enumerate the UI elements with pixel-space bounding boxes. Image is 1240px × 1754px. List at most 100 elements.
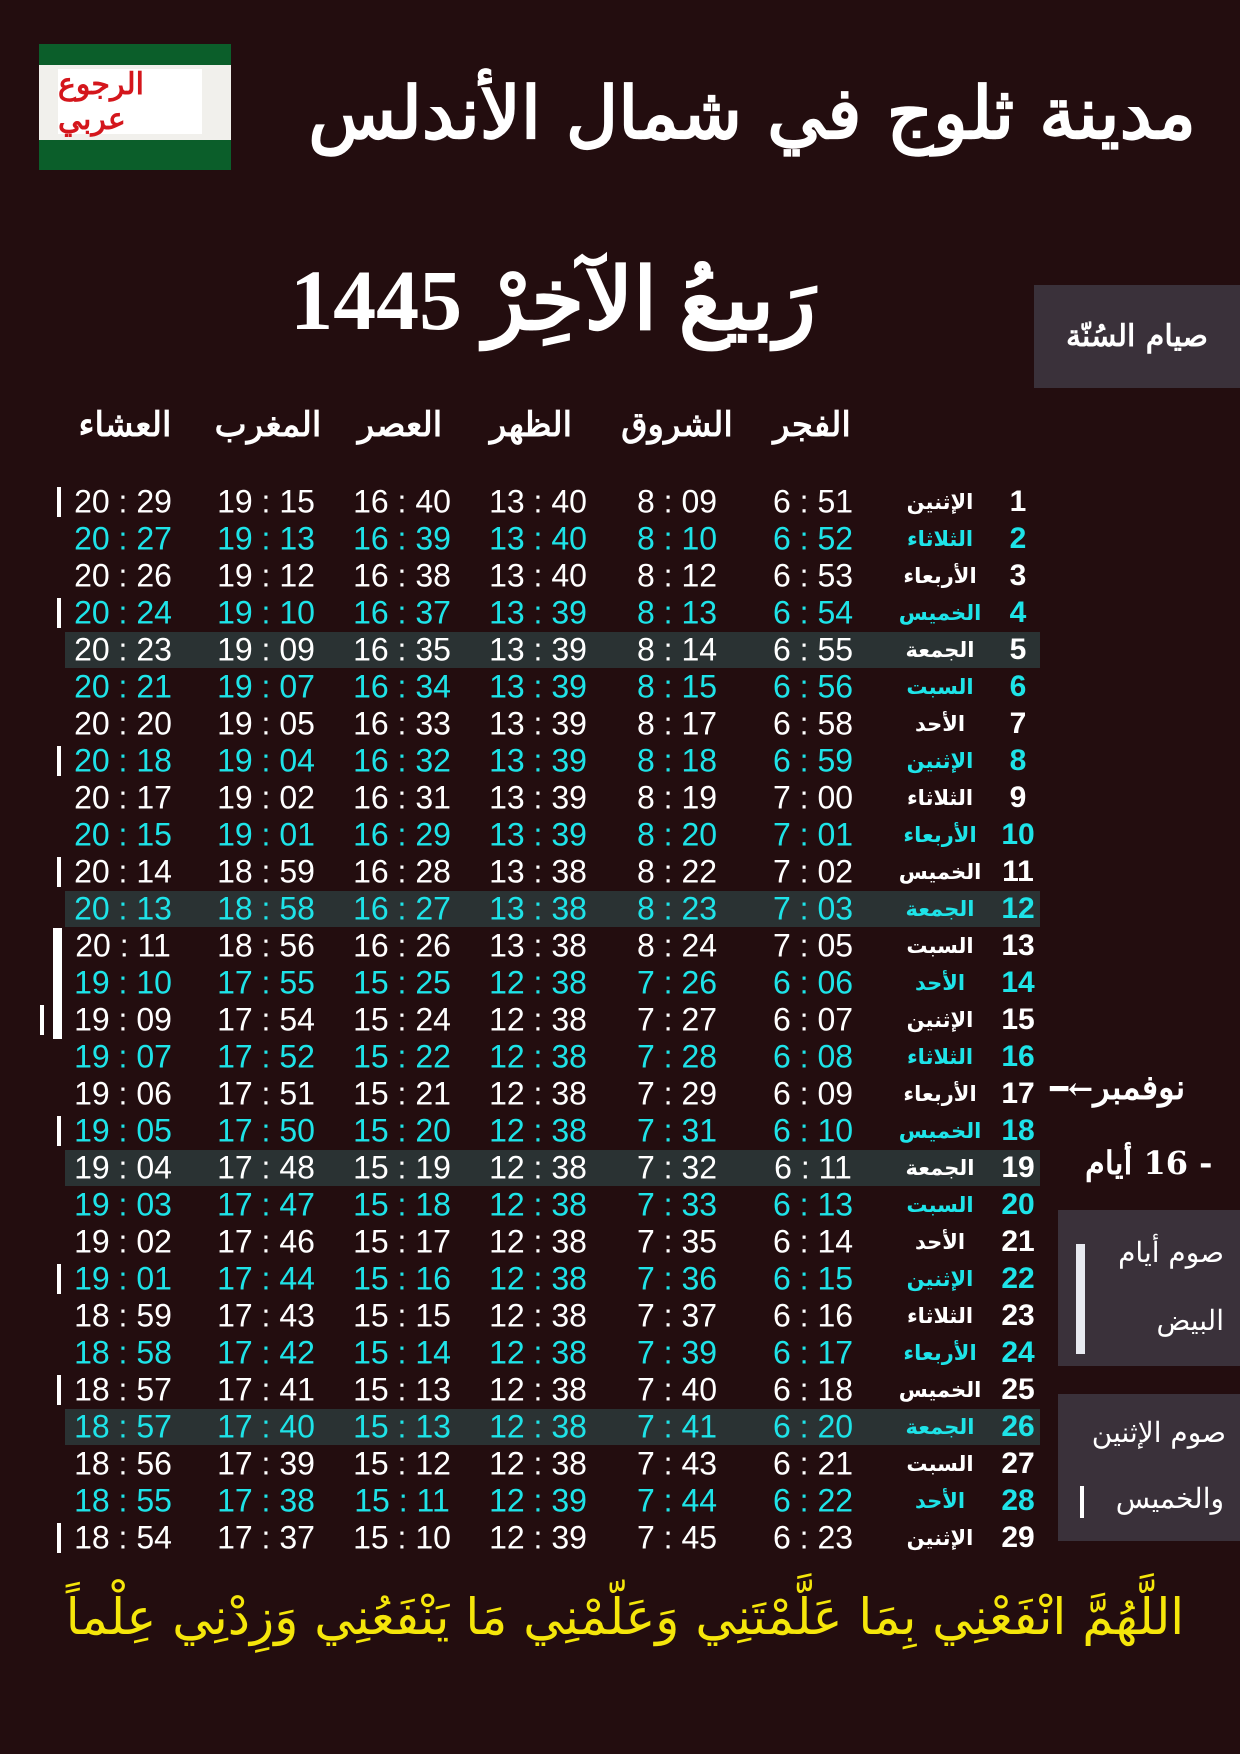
day-number: 29 — [1001, 1521, 1035, 1554]
day-number: 12 — [1001, 892, 1035, 925]
day-number: 22 — [1001, 1262, 1035, 1295]
dhuhr-time: 13 : 40 — [489, 557, 587, 594]
day-name: الإثنين — [906, 1267, 974, 1291]
asr-time: 16 : 39 — [353, 520, 451, 557]
day-number: 8 — [1009, 744, 1027, 777]
dhuhr-time: 12 : 38 — [489, 1408, 587, 1445]
dhuhr-time: 12 : 38 — [489, 1371, 587, 1408]
isha-time: 19 : 06 — [74, 1075, 172, 1112]
day-number: 11 — [1002, 855, 1034, 888]
day-number: 15 — [1001, 1003, 1035, 1036]
fajr-time: 6 : 13 — [772, 1186, 854, 1223]
mon-thu-fast-marker — [57, 1264, 61, 1294]
mon-thu-fast-marker — [57, 857, 61, 887]
fajr-time: 6 : 58 — [772, 705, 854, 742]
isha-time: 20 : 20 — [74, 705, 172, 742]
isha-time: 19 : 03 — [74, 1186, 172, 1223]
asr-time: 15 : 18 — [353, 1186, 451, 1223]
asr-time: 16 : 28 — [353, 853, 451, 890]
day-number: 17 — [1001, 1077, 1035, 1110]
november-marker: نوفمبر←━ — [1050, 1068, 1185, 1108]
fajr-time: 6 : 52 — [772, 520, 854, 557]
maghrib-time: 17 : 41 — [217, 1371, 315, 1408]
day-number: 5 — [1009, 633, 1027, 666]
isha-time: 20 : 17 — [74, 779, 172, 816]
isha-time: 19 : 01 — [74, 1260, 172, 1297]
day-name: الثلاثاء — [906, 527, 974, 551]
maghrib-time: 17 : 44 — [217, 1260, 315, 1297]
asr-time: 15 : 17 — [353, 1223, 451, 1260]
fajr-time: 6 : 54 — [772, 594, 854, 631]
maghrib-time: 17 : 52 — [217, 1038, 315, 1075]
dhuhr-time: 13 : 39 — [489, 742, 587, 779]
dhuhr-time: 12 : 39 — [489, 1519, 587, 1556]
day-name: الخميس — [898, 1378, 982, 1402]
dhuhr-time: 13 : 39 — [489, 816, 587, 853]
dhuhr-time: 12 : 39 — [489, 1482, 587, 1519]
day-number: 26 — [1001, 1410, 1035, 1443]
maghrib-time: 17 : 39 — [217, 1445, 315, 1482]
isha-time: 18 : 57 — [74, 1408, 172, 1445]
asr-time: 16 : 35 — [353, 631, 451, 668]
maghrib-time: 19 : 15 — [217, 483, 315, 520]
shuruq-time: 8 : 15 — [636, 668, 718, 705]
dhuhr-time: 13 : 39 — [489, 779, 587, 816]
day-name: الجمعة — [905, 897, 975, 921]
asr-time: 16 : 26 — [353, 927, 451, 964]
day-number: 3 — [1009, 559, 1027, 592]
day-number: 23 — [1001, 1299, 1035, 1332]
day-name: الأحد — [914, 1230, 966, 1254]
asr-time: 15 : 16 — [353, 1260, 451, 1297]
dhuhr-time: 13 : 39 — [489, 594, 587, 631]
mon-thu-bar — [1080, 1486, 1084, 1518]
asr-time: 16 : 33 — [353, 705, 451, 742]
maghrib-time: 19 : 05 — [217, 705, 315, 742]
day-name: السبت — [906, 675, 974, 699]
day-number: 1 — [1009, 485, 1027, 518]
fajr-time: 6 : 07 — [772, 1001, 854, 1038]
day-name: الخميس — [898, 1119, 982, 1143]
shuruq-time: 8 : 23 — [636, 890, 718, 927]
isha-time: 20 : 26 — [74, 557, 172, 594]
maghrib-time: 19 : 04 — [217, 742, 315, 779]
maghrib-time: 17 : 50 — [217, 1112, 315, 1149]
shuruq-time: 7 : 37 — [636, 1297, 718, 1334]
shuruq-time: 7 : 28 — [636, 1038, 718, 1075]
fajr-time: 6 : 22 — [772, 1482, 854, 1519]
day-number: 9 — [1009, 781, 1027, 814]
day-name: الأربعاء — [903, 1082, 977, 1106]
maghrib-time: 19 : 02 — [217, 779, 315, 816]
asr-time: 15 : 10 — [353, 1519, 451, 1556]
maghrib-time: 17 : 38 — [217, 1482, 315, 1519]
day-number: 18 — [1001, 1114, 1035, 1147]
maghrib-time: 18 : 58 — [217, 890, 315, 927]
day-name: الجمعة — [905, 1415, 975, 1439]
day-name: الأحد — [914, 712, 966, 736]
asr-time: 16 : 37 — [353, 594, 451, 631]
shuruq-time: 7 : 39 — [636, 1334, 718, 1371]
fajr-time: 6 : 21 — [772, 1445, 854, 1482]
day-name: الخميس — [898, 601, 982, 625]
column-header: الظهر — [489, 405, 573, 445]
mon-thu-fast-marker — [57, 487, 61, 517]
shuruq-time: 8 : 22 — [636, 853, 718, 890]
fajr-time: 7 : 02 — [772, 853, 854, 890]
isha-time: 20 : 27 — [74, 520, 172, 557]
shuruq-time: 7 : 41 — [636, 1408, 718, 1445]
shuruq-time: 7 : 35 — [636, 1223, 718, 1260]
day-number: 2 — [1009, 522, 1027, 555]
fajr-time: 6 : 11 — [774, 1149, 852, 1186]
asr-time: 16 : 38 — [353, 557, 451, 594]
day-name: الجمعة — [905, 1156, 975, 1180]
left-arrow-icon: ←━ — [1050, 1072, 1094, 1107]
dhuhr-time: 13 : 38 — [489, 853, 587, 890]
shuruq-time: 7 : 33 — [636, 1186, 718, 1223]
maghrib-time: 17 : 54 — [217, 1001, 315, 1038]
dhuhr-time: 12 : 38 — [489, 1075, 587, 1112]
shuruq-time: 8 : 19 — [636, 779, 718, 816]
shuruq-time: 7 : 32 — [636, 1149, 718, 1186]
isha-time: 18 : 55 — [74, 1482, 172, 1519]
asr-time: 15 : 15 — [353, 1297, 451, 1334]
maghrib-time: 17 : 55 — [217, 964, 315, 1001]
fajr-time: 6 : 51 — [772, 483, 854, 520]
